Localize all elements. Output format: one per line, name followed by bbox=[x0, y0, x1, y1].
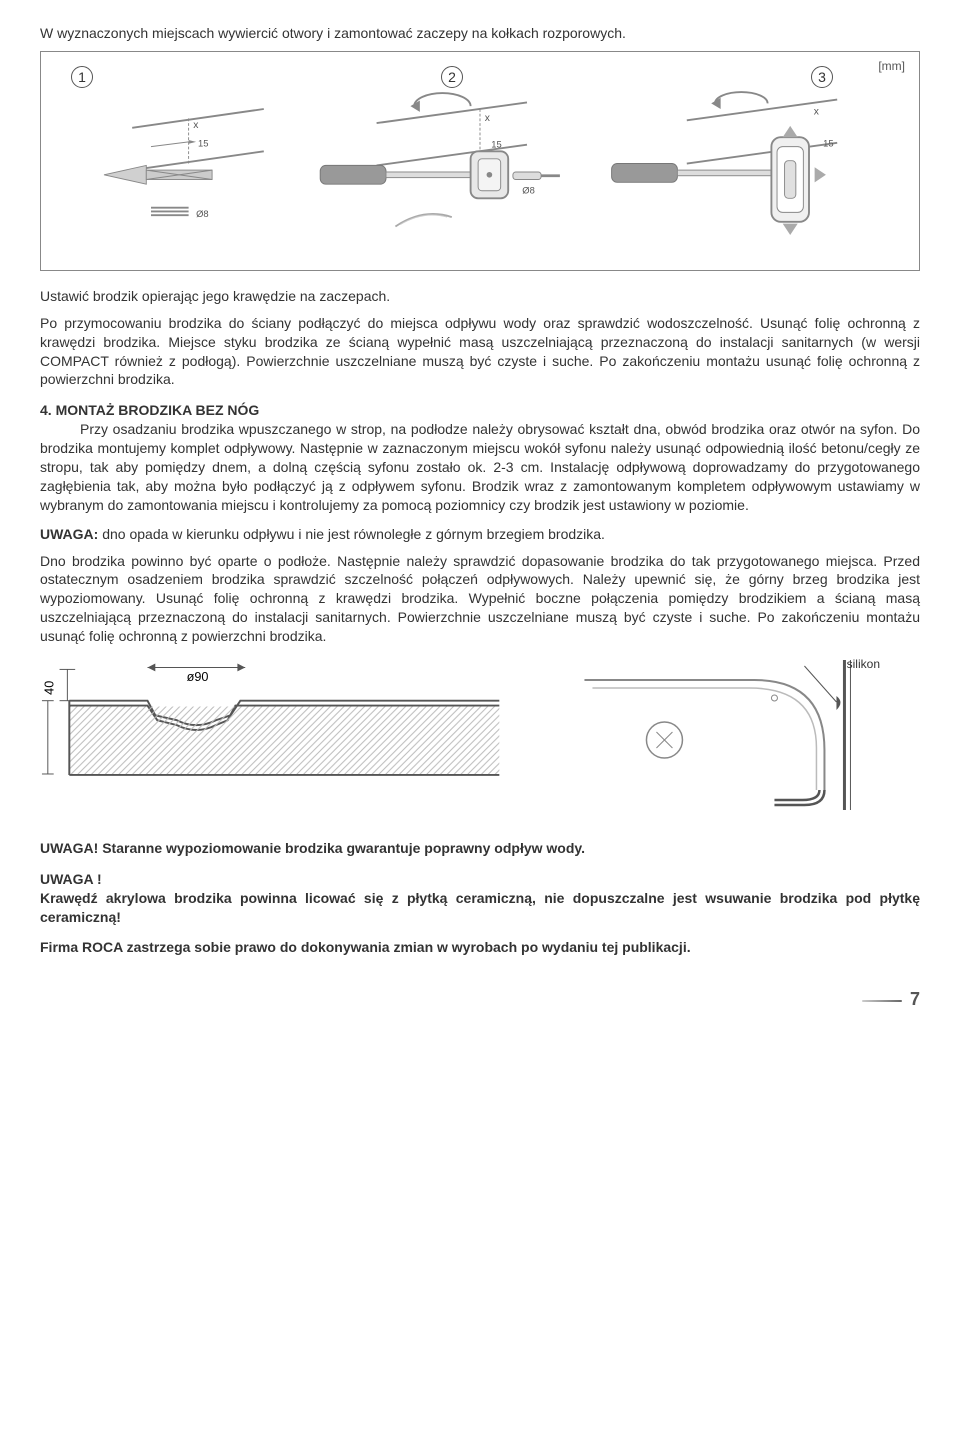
svg-text:ø90: ø90 bbox=[187, 670, 209, 684]
silikon-label: silikon bbox=[847, 656, 880, 672]
cross-section-diagram: 40 67 ø90 bbox=[40, 660, 509, 805]
uwaga2-lead: UWAGA ! bbox=[40, 871, 102, 887]
step-badge-2: 2 bbox=[441, 66, 463, 88]
para-floor-support: Dno brodzika powinno być oparte o podłoż… bbox=[40, 552, 920, 646]
step-badge-3: 3 bbox=[811, 66, 833, 88]
section-4: 4. MONTAŻ BRODZIKA BEZ NÓG Przy osadzani… bbox=[40, 401, 920, 514]
svg-text:x: x bbox=[485, 113, 491, 124]
page-number-value: 7 bbox=[910, 989, 920, 1009]
diagram-mounting-clips: [mm] 1 2 3 x 15 bbox=[40, 51, 920, 271]
svg-text:x: x bbox=[193, 120, 199, 131]
svg-text:15: 15 bbox=[198, 137, 208, 148]
top-view-diagram: silikon bbox=[529, 660, 920, 815]
page-number: 7 bbox=[40, 987, 920, 1011]
svg-text:x: x bbox=[814, 107, 820, 118]
section-4-body: Przy osadzaniu brodzika wpuszczanego w s… bbox=[40, 420, 920, 514]
uwaga-slope: UWAGA: dno opada w kierunku odpływu i ni… bbox=[40, 525, 920, 646]
page-dash-icon bbox=[862, 1000, 902, 1002]
svg-text:Ø8: Ø8 bbox=[522, 184, 535, 195]
uwaga-lead: UWAGA: bbox=[40, 526, 98, 542]
mm-unit-label: [mm] bbox=[878, 58, 905, 74]
uwaga-rest: dno opada w kierunku odpływu i nie jest … bbox=[98, 526, 605, 542]
final-warnings: UWAGA! Staranne wypoziomowanie brodzika … bbox=[40, 839, 920, 957]
uwaga-level: UWAGA! Staranne wypoziomowanie brodzika … bbox=[40, 839, 920, 858]
bottom-diagrams: 40 67 ø90 silikon bbox=[40, 660, 920, 815]
roca-disclaimer: Firma ROCA zastrzega sobie prawo do doko… bbox=[40, 938, 920, 957]
intro-line: W wyznaczonych miejscach wywiercić otwor… bbox=[40, 24, 920, 43]
svg-text:15: 15 bbox=[823, 137, 833, 148]
section-4-title: 4. MONTAŻ BRODZIKA BEZ NÓG bbox=[40, 402, 259, 418]
step-badge-1: 1 bbox=[71, 66, 93, 88]
para-seal: Po przymocowaniu brodzika do ściany podł… bbox=[40, 314, 920, 390]
svg-text:15: 15 bbox=[491, 138, 501, 149]
svg-text:40: 40 bbox=[43, 681, 57, 695]
para-position: Ustawić brodzik opierając jego krawędzie… bbox=[40, 287, 920, 306]
svg-text:Ø8: Ø8 bbox=[196, 208, 209, 219]
uwaga2-body: Krawędź akrylowa brodzika powinna licowa… bbox=[40, 890, 920, 925]
diagram1-svg: x 15 Ø8 x 15 bbox=[51, 62, 909, 250]
